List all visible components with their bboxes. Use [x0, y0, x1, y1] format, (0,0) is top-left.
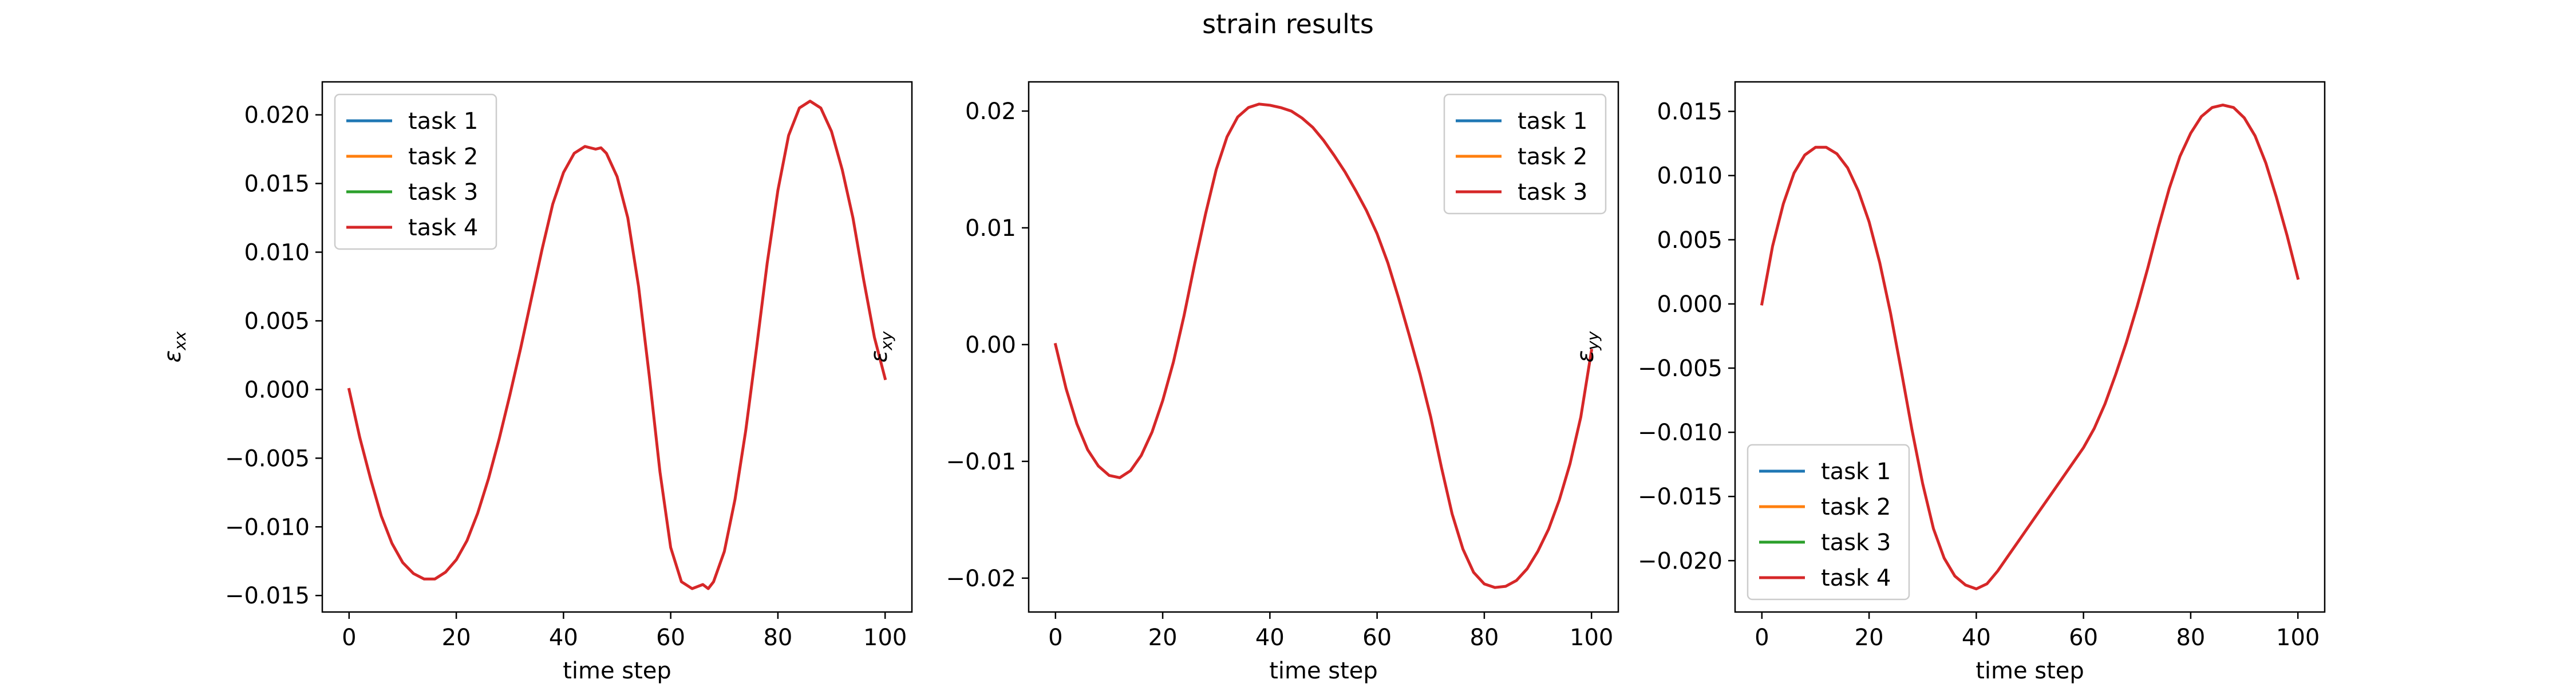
y-axis-label-symbol: ε [1573, 350, 1599, 363]
y-tick-label: 0.000 [244, 377, 310, 403]
x-tick-label: 80 [763, 625, 792, 651]
x-tick-label: 20 [1855, 625, 1884, 651]
y-axis-label-subscript: yy [1583, 331, 1602, 351]
y-tick-label: −0.01 [946, 449, 1016, 475]
y-axis-label-symbol: ε [866, 350, 892, 363]
legend-entry: task 2 [408, 144, 478, 170]
x-axis-label: time step [1269, 658, 1378, 684]
x-tick-label: 0 [1048, 625, 1062, 651]
y-tick-label: 0.010 [244, 239, 310, 266]
y-tick-label: 0.02 [965, 98, 1016, 125]
legend-entry: task 2 [1821, 494, 1891, 520]
subplot-3: 0 20 40 60 80 100 −0.020 −0.015 −0.010 −0.005 0.00… [1573, 81, 2326, 684]
x-tick-label: 40 [549, 625, 578, 651]
legend: task 1 task 2 task 3 task 4 [334, 93, 497, 250]
y-axis-label: εyy [1573, 331, 1602, 362]
x-tick-label: 60 [1362, 625, 1392, 651]
y-tick-label: 0.020 [244, 102, 310, 129]
legend: task 1 task 2 task 3 task 4 [1747, 444, 1910, 601]
legend-entry: task 4 [1821, 565, 1891, 591]
subplot-1: 0 20 40 60 80 100 −0.015 −0.010 −0.005 0.000 0.005… [160, 81, 913, 684]
x-axis-label: time step [563, 658, 671, 684]
y-tick-label: −0.015 [225, 583, 310, 609]
series-line-task-3 [1053, 102, 1594, 589]
y-tick-label: 0.015 [1657, 99, 1722, 125]
y-tick-label: 0.01 [965, 215, 1016, 242]
y-axis-label-subscript: xx [171, 331, 189, 351]
y-axis-label-subscript: xy [877, 331, 896, 351]
x-tick-label: 80 [2176, 625, 2205, 651]
y-tick-label: −0.02 [946, 566, 1016, 592]
x-tick-label: 40 [1962, 625, 1991, 651]
x-tick-label: 100 [1570, 625, 1613, 651]
x-tick-label: 60 [656, 625, 685, 651]
y-tick-label: 0.005 [1657, 227, 1722, 254]
x-axis-label: time step [1976, 658, 2084, 684]
y-tick-label: −0.005 [1638, 356, 1722, 382]
x-tick-label: 100 [863, 625, 907, 651]
x-tick-label: 0 [1755, 625, 1769, 651]
x-tick-label: 40 [1255, 625, 1285, 651]
y-tick-label: 0.00 [965, 332, 1016, 358]
axes-frame [1028, 81, 1619, 613]
x-tick-label: 60 [2069, 625, 2098, 651]
x-tick-label: 80 [1469, 625, 1499, 651]
axes-frame [1734, 81, 2326, 613]
y-axis-label: εxy [866, 331, 896, 362]
y-tick-label: −0.010 [1638, 420, 1722, 446]
legend-frame [1443, 93, 1607, 215]
y-tick-label: −0.005 [225, 445, 310, 472]
legend-frame [1747, 444, 1910, 601]
legend-entry: task 1 [1821, 459, 1891, 485]
legend-entry: task 3 [1518, 179, 1587, 206]
x-tick-label: 0 [342, 625, 356, 651]
legend-entry: task 2 [1518, 144, 1587, 170]
legend-entry: task 3 [1821, 530, 1891, 556]
series-line-task-4 [347, 100, 887, 590]
x-tick-label: 20 [1148, 625, 1178, 651]
x-tick-label: 20 [442, 625, 471, 651]
subplots: 0 20 40 60 80 100−0.015−0.010−0.0050.0000.005… [160, 81, 2326, 684]
y-tick-label: 0.010 [1657, 163, 1722, 189]
y-tick-label: −0.020 [1638, 548, 1722, 574]
y-tick-label: −0.010 [225, 514, 310, 540]
y-tick-label: 0.000 [1657, 291, 1722, 318]
figure-title: strain results [1202, 9, 1374, 40]
subplot-2: 0 20 40 60 80 100 −0.02 −0.01 0.00 0.01 0.02 time s… [866, 81, 1619, 684]
y-axis-label: εxx [160, 331, 189, 362]
y-tick-label: 0.005 [244, 308, 310, 334]
legend-frame [334, 93, 497, 250]
legend-entry: task 3 [408, 179, 478, 206]
y-axis-label-symbol: ε [160, 350, 186, 363]
legend: task 1 task 2 task 3 [1443, 93, 1607, 215]
x-tick-label: 100 [2276, 625, 2320, 651]
axes-frame [321, 81, 913, 613]
legend-entry: task 1 [1518, 108, 1587, 135]
legend-entry: task 1 [408, 108, 478, 135]
y-tick-label: 0.015 [244, 171, 310, 198]
legend-entry: task 4 [408, 215, 478, 241]
series-line-task-4 [1760, 103, 2300, 591]
y-tick-label: −0.015 [1638, 484, 1722, 510]
